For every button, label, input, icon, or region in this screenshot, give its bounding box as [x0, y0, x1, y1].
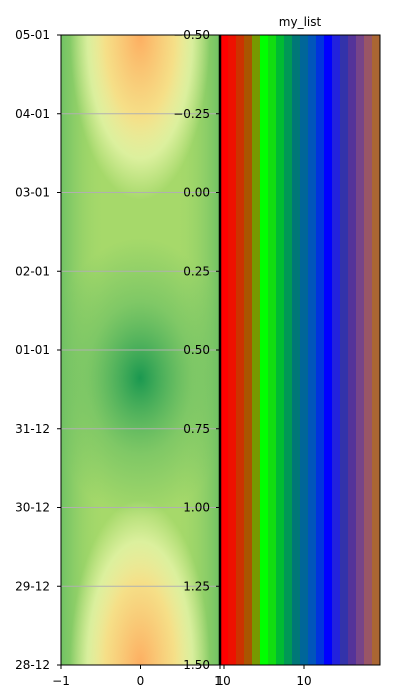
middle-y-tick-label: 1.50	[183, 658, 210, 672]
middle-x-tick-label: 1	[214, 674, 222, 688]
left-heatmap-panel: 05-01 04-01 03-01 02-01 01-01 31-12 30-12 29-12…	[15, 28, 224, 688]
color-band	[324, 35, 333, 665]
heatmap-hot-region-top	[70, 35, 210, 200]
color-band	[292, 35, 301, 665]
color-band	[340, 35, 349, 665]
left-y-tick-label: 05-01	[15, 28, 50, 42]
middle-y-tick-label: 0.00	[183, 186, 210, 200]
left-y-tick-label: 02-01	[15, 264, 50, 278]
color-band	[356, 35, 365, 665]
middle-y-axis: −0.50 −0.25 0.00 0.25 0.50 0.75 1.00 1.25 1.50	[173, 28, 220, 672]
color-band	[260, 35, 269, 665]
left-y-tick-label: 01-01	[15, 343, 50, 357]
left-y-tick-label: 04-01	[15, 107, 50, 121]
left-y-tick-label: 30-12	[15, 501, 50, 515]
color-band	[244, 35, 253, 665]
left-x-axis: −1 0 1	[52, 665, 224, 688]
color-band	[228, 35, 237, 665]
heatmap-cool-region-center	[61, 238, 220, 518]
color-bands	[220, 35, 381, 665]
left-x-tick-label: −1	[52, 674, 70, 688]
left-y-tick-label: 28-12	[15, 658, 50, 672]
middle-x-axis: 1	[214, 674, 222, 688]
color-band	[268, 35, 277, 665]
color-band	[316, 35, 325, 665]
color-band	[276, 35, 285, 665]
middle-y-tick-label: 0.50	[183, 343, 210, 357]
middle-y-tick-label: 1.00	[183, 501, 210, 515]
left-x-tick-label: 1	[216, 674, 224, 688]
color-band	[348, 35, 357, 665]
right-panel-title: my_list	[279, 15, 322, 29]
color-band	[372, 35, 381, 665]
left-y-tick-label: 03-01	[15, 186, 50, 200]
heatmap-hot-region-bottom	[70, 500, 210, 665]
right-x-tick-label: 10	[296, 674, 311, 688]
middle-y-tick-label: −0.25	[173, 107, 210, 121]
middle-y-tick-label: 0.75	[183, 422, 210, 436]
color-band	[308, 35, 317, 665]
color-band	[220, 35, 229, 665]
color-band	[284, 35, 293, 665]
color-band	[252, 35, 261, 665]
middle-y-tick-label: 0.25	[183, 264, 210, 278]
color-band	[236, 35, 245, 665]
left-y-axis: 05-01 04-01 03-01 02-01 01-01 31-12 30-12 29-12…	[15, 28, 61, 672]
color-band	[332, 35, 341, 665]
left-y-tick-label: 31-12	[15, 422, 50, 436]
right-x-tick-label: 0	[223, 674, 231, 688]
left-y-tick-label: 29-12	[15, 579, 50, 593]
color-band	[300, 35, 309, 665]
middle-y-tick-label: 1.25	[183, 579, 210, 593]
left-x-tick-label: 0	[137, 674, 145, 688]
middle-y-tick-label: −0.50	[173, 28, 210, 42]
right-heatmap-panel: my_list 0 10	[218, 15, 381, 688]
color-band	[364, 35, 373, 665]
left-gridlines	[61, 113, 220, 587]
right-x-axis: 0 10	[223, 665, 312, 688]
